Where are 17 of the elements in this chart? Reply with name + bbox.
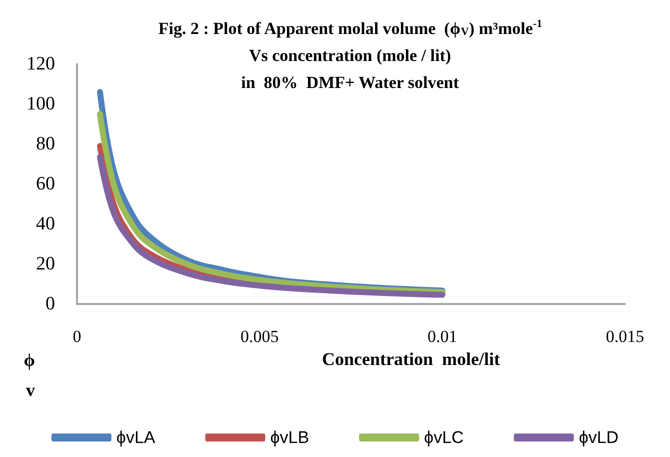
- x-tick-label: 0.005: [240, 327, 279, 346]
- y-tick-label: 20: [36, 254, 55, 274]
- y-tick-label: 80: [36, 134, 55, 154]
- x-axis-title: Concentration mole/lit: [322, 348, 500, 369]
- y-tick-label: 0: [46, 294, 55, 314]
- y-tick-label: 100: [26, 94, 55, 114]
- y-axis-title: ϕv: [24, 350, 35, 400]
- legend-label: ϕvLB: [270, 428, 310, 447]
- legend-label: ϕvLC: [424, 428, 464, 447]
- x-tick-label: 0.01: [427, 327, 458, 346]
- legend-label: ϕvLD: [578, 428, 619, 447]
- y-tick-label: 60: [36, 174, 55, 194]
- y-tick-label: 120: [26, 54, 55, 74]
- y-tick-label: 40: [36, 214, 55, 234]
- legend-label: ϕvLA: [116, 428, 156, 447]
- x-tick-label: 0: [72, 327, 82, 346]
- x-tick-label: 0.015: [606, 327, 644, 346]
